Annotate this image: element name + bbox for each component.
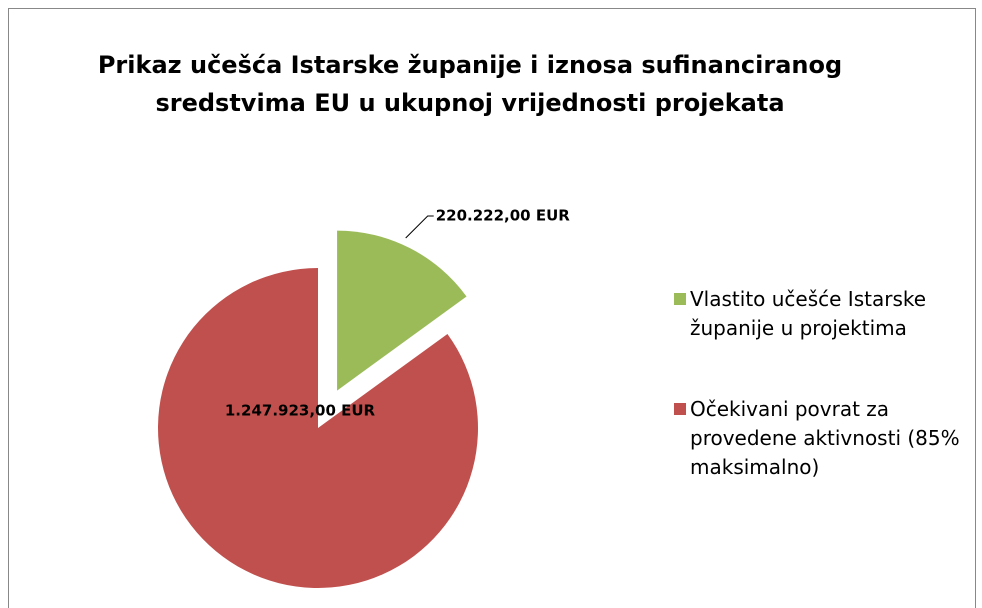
pie-slice — [157, 268, 478, 589]
leader-line — [405, 215, 434, 239]
legend-swatch — [674, 293, 686, 305]
chart-frame — [8, 8, 976, 608]
legend-item: Vlastito učešće Istarske županije u proj… — [674, 285, 960, 343]
chart-title: Prikaz učešća Istarske županije i iznosa… — [97, 51, 843, 117]
legend-item: Očekivani povrat za provedene aktivnosti… — [674, 395, 960, 482]
legend-label: Vlastito učešće Istarske županije u proj… — [690, 287, 927, 340]
legend-swatch — [674, 403, 686, 415]
legend-label: Očekivani povrat za provedene aktivnosti… — [690, 397, 960, 479]
data-label: 1.247.923,00 EUR — [225, 402, 376, 420]
pie-slice — [337, 230, 467, 391]
data-label: 220.222,00 EUR — [436, 207, 571, 225]
